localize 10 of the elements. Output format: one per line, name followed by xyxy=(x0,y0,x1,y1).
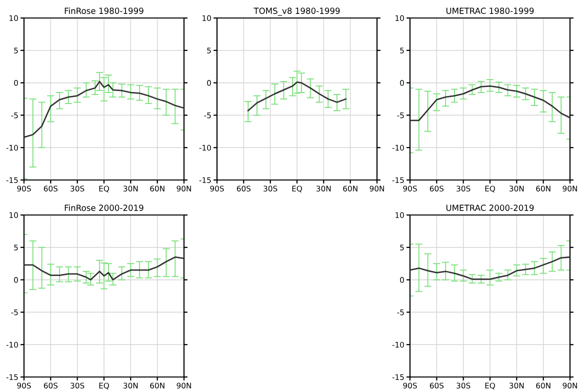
chart-title: FinRose 2000-2019 xyxy=(64,204,144,211)
line-series xyxy=(24,256,184,280)
line-series xyxy=(410,256,570,280)
line-series xyxy=(247,81,347,112)
chart-title: UMETRAC 2000-2019 xyxy=(446,204,534,211)
chart-title: UMETRAC 1980-1999 xyxy=(446,8,534,14)
chart-title: FinRose 1980-1999 xyxy=(64,8,144,14)
line-series xyxy=(24,80,184,138)
chart-title: TOMS_v8 1980-1999 xyxy=(254,8,340,16)
line-series xyxy=(410,85,570,122)
